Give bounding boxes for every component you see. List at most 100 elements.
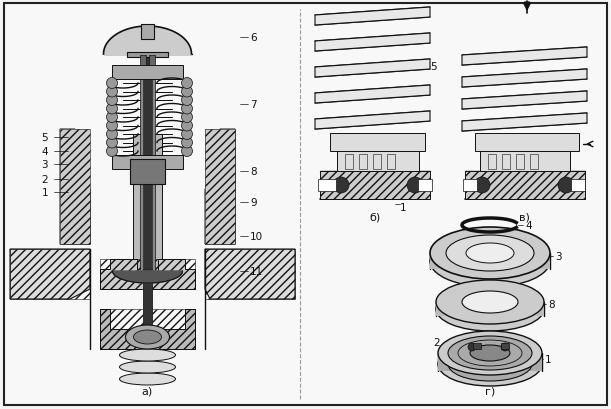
- Ellipse shape: [466, 243, 514, 263]
- Ellipse shape: [430, 227, 550, 279]
- Bar: [359, 155, 367, 170]
- Text: а): а): [141, 386, 153, 396]
- Circle shape: [106, 112, 117, 123]
- Circle shape: [106, 138, 117, 148]
- Bar: [112, 155, 183, 170]
- Ellipse shape: [462, 291, 518, 313]
- Circle shape: [181, 104, 192, 115]
- Text: 3: 3: [42, 160, 48, 170]
- Circle shape: [407, 178, 423, 193]
- Bar: [127, 53, 168, 58]
- Text: 9: 9: [250, 198, 257, 207]
- Text: 2: 2: [42, 175, 48, 184]
- Bar: [205, 249, 295, 299]
- Bar: [60, 130, 90, 245]
- Bar: [320, 172, 430, 200]
- Circle shape: [181, 112, 192, 123]
- Circle shape: [181, 87, 192, 98]
- Bar: [133, 135, 162, 279]
- Polygon shape: [315, 34, 430, 52]
- Text: 6: 6: [250, 33, 257, 43]
- Bar: [418, 180, 432, 191]
- Polygon shape: [315, 86, 430, 104]
- Bar: [140, 56, 146, 66]
- Circle shape: [333, 178, 349, 193]
- Ellipse shape: [470, 345, 510, 361]
- Bar: [205, 130, 235, 245]
- Ellipse shape: [438, 342, 542, 386]
- Bar: [337, 152, 419, 172]
- Polygon shape: [462, 48, 587, 66]
- Circle shape: [181, 95, 192, 106]
- Polygon shape: [315, 8, 430, 26]
- Text: 3: 3: [555, 252, 562, 261]
- Polygon shape: [462, 70, 587, 88]
- Bar: [430, 254, 550, 261]
- Text: 1: 1: [42, 188, 48, 198]
- Ellipse shape: [446, 236, 534, 271]
- Text: 10: 10: [250, 231, 263, 241]
- Bar: [463, 180, 477, 191]
- Bar: [373, 155, 381, 170]
- Ellipse shape: [436, 280, 544, 324]
- Circle shape: [106, 104, 117, 115]
- Bar: [502, 155, 510, 170]
- Text: 7: 7: [250, 100, 257, 110]
- Bar: [430, 254, 550, 270]
- Bar: [387, 155, 395, 170]
- Ellipse shape: [125, 325, 169, 349]
- Text: 2: 2: [433, 337, 440, 347]
- Polygon shape: [60, 130, 90, 245]
- Text: 5: 5: [42, 133, 48, 143]
- Polygon shape: [10, 249, 90, 299]
- Bar: [112, 66, 183, 80]
- Circle shape: [181, 78, 192, 89]
- Bar: [10, 249, 90, 299]
- Circle shape: [181, 138, 192, 148]
- Text: г): г): [485, 386, 495, 396]
- Ellipse shape: [448, 336, 532, 370]
- Bar: [141, 25, 154, 40]
- Bar: [516, 155, 524, 170]
- Bar: [488, 155, 496, 170]
- Polygon shape: [103, 27, 191, 55]
- Bar: [130, 160, 165, 184]
- Circle shape: [181, 129, 192, 140]
- Bar: [501, 343, 509, 349]
- Ellipse shape: [120, 349, 175, 361]
- Bar: [480, 152, 570, 172]
- Circle shape: [106, 78, 117, 89]
- Bar: [475, 134, 579, 152]
- Text: 11: 11: [250, 266, 263, 276]
- Text: 8: 8: [548, 299, 555, 309]
- Bar: [436, 302, 544, 316]
- Bar: [149, 56, 155, 66]
- Text: 8: 8: [250, 166, 257, 177]
- Circle shape: [106, 146, 117, 157]
- Bar: [318, 180, 336, 191]
- Text: 4: 4: [42, 147, 48, 157]
- Bar: [205, 130, 235, 245]
- Polygon shape: [100, 309, 195, 349]
- Bar: [473, 343, 481, 349]
- Circle shape: [106, 95, 117, 106]
- Polygon shape: [205, 249, 295, 299]
- Text: в): в): [519, 213, 530, 222]
- Ellipse shape: [133, 330, 161, 344]
- Bar: [140, 80, 155, 279]
- Bar: [60, 130, 90, 245]
- Circle shape: [106, 129, 117, 140]
- Bar: [438, 353, 542, 371]
- Polygon shape: [462, 114, 587, 132]
- Bar: [530, 155, 538, 170]
- Circle shape: [181, 146, 192, 157]
- Polygon shape: [112, 271, 183, 283]
- Circle shape: [474, 178, 490, 193]
- Bar: [100, 309, 195, 349]
- Ellipse shape: [448, 347, 532, 381]
- Text: 9: 9: [512, 335, 519, 345]
- Polygon shape: [315, 112, 430, 130]
- Polygon shape: [100, 259, 195, 289]
- Polygon shape: [205, 130, 235, 245]
- Ellipse shape: [438, 331, 542, 375]
